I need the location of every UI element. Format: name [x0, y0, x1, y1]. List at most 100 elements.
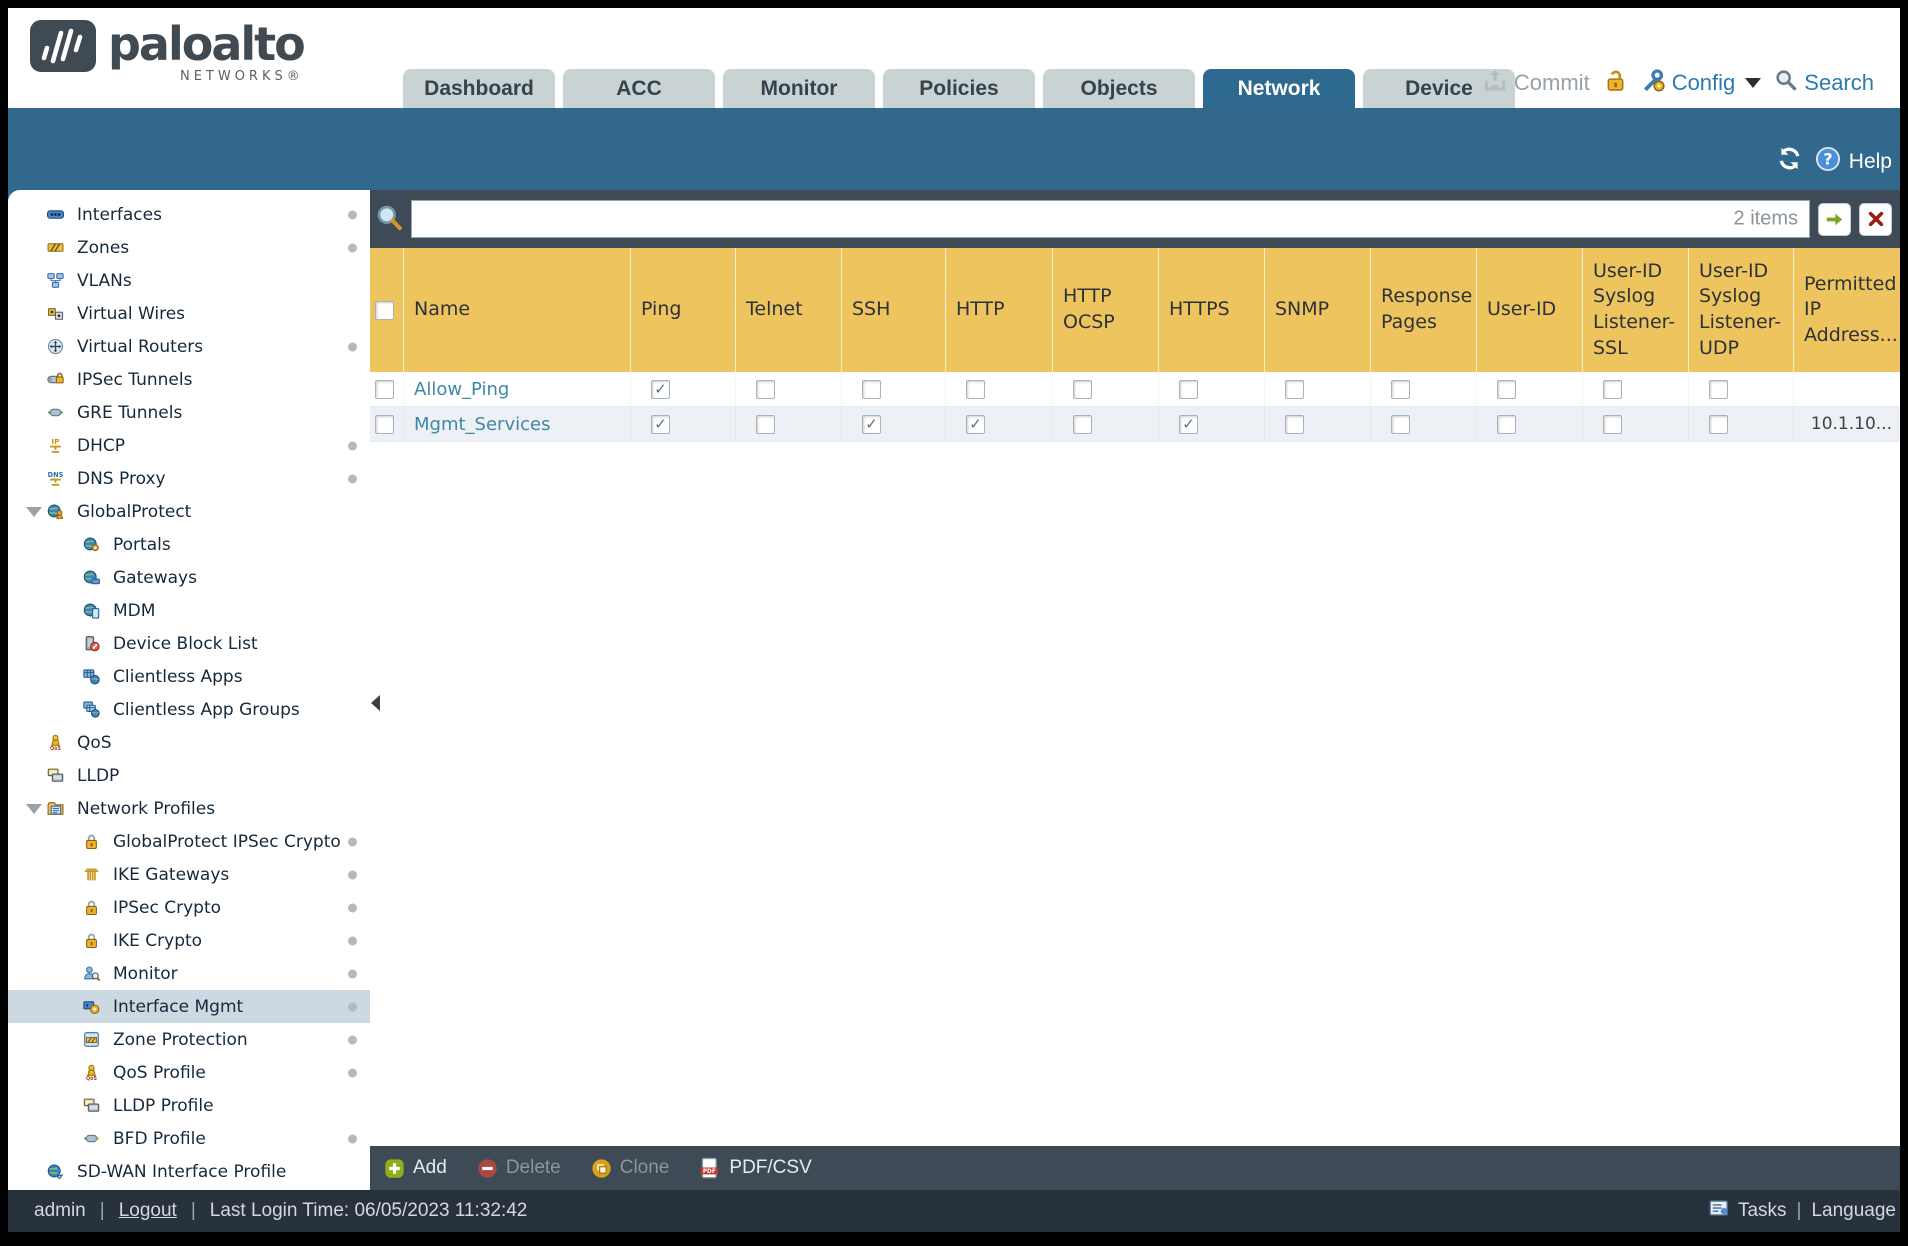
clientless-app-groups-icon [82, 700, 106, 720]
sidebar-item-gre-tunnels[interactable]: GRE Tunnels [8, 396, 370, 429]
service-status-checkbox [1179, 379, 1198, 399]
sidebar-item-ike-gateways[interactable]: IKE Gateways [8, 858, 370, 891]
tab-monitor[interactable]: Monitor [723, 69, 875, 108]
language-button[interactable]: Language [1811, 1200, 1896, 1221]
interface-mgmt-icon [82, 997, 106, 1017]
sidebar-item-label: DNS Proxy [77, 468, 166, 489]
sidebar-item-dhcp[interactable]: IP DHCP [8, 429, 370, 462]
sidebar-item-virtual-routers[interactable]: Virtual Routers [8, 330, 370, 363]
table-empty-area [370, 442, 1900, 1146]
sidebar-item-label: Interface Mgmt [113, 996, 244, 1017]
sidebar-item-bfd-profile[interactable]: BFD Profile [8, 1122, 370, 1155]
sidebar-item-label: QoS [77, 732, 112, 753]
sidebar-collapse-handle[interactable] [371, 695, 380, 711]
sidebar-item-ipsec-crypto[interactable]: IPSec Crypto [8, 891, 370, 924]
lock-open-icon[interactable] [1604, 69, 1627, 98]
sidebar-item-monitor[interactable]: Monitor [8, 957, 370, 990]
cell-response-pages [1371, 407, 1477, 441]
pdf-csv-button[interactable]: PDF PDF/CSV [699, 1157, 812, 1179]
service-status-checkbox [1603, 414, 1622, 434]
sidebar-item-clientless-apps[interactable]: Clientless Apps [8, 660, 370, 693]
sidebar-item-virtual-wires[interactable]: Virtual Wires [8, 297, 370, 330]
sidebar-item-interface-mgmt[interactable]: Interface Mgmt [8, 990, 370, 1023]
row-select-checkbox[interactable] [375, 414, 394, 434]
col-header-response-pages[interactable]: Response Pages [1371, 248, 1477, 372]
col-header-ping[interactable]: Ping [631, 248, 736, 372]
item-indicator-dot [348, 474, 357, 483]
paloalto-logo-icon [30, 20, 96, 76]
sidebar-item-globalprotect[interactable]: GlobalProtect [8, 495, 370, 528]
col-header-name[interactable]: Name [404, 248, 631, 372]
tab-network[interactable]: Network [1203, 69, 1355, 108]
add-button[interactable]: Add [384, 1157, 447, 1179]
service-status-checkbox [966, 379, 985, 399]
sidebar-item-portals[interactable]: Portals [8, 528, 370, 561]
col-header-http-ocsp[interactable]: HTTP OCSP [1053, 248, 1159, 372]
select-all-checkbox[interactable] [375, 300, 394, 320]
sidebar-item-qos[interactable]: QoS QoS [8, 726, 370, 759]
sidebar-item-globalprotect-ipsec-crypto[interactable]: GlobalProtect IPSec Crypto [8, 825, 370, 858]
delete-icon [477, 1158, 498, 1179]
table-header: Name Ping Telnet SSH HTTP HTTP OCSP HTTPS SNMP R… [370, 248, 1900, 372]
sidebar-item-ipsec-tunnels[interactable]: IPSec Tunnels [8, 363, 370, 396]
col-header-permitted-ip-address[interactable]: Permitted IP Address... [1804, 272, 1898, 346]
col-header-user-id-syslog-listener-udp[interactable]: User-ID Syslog Listener-UDP [1689, 248, 1794, 372]
sidebar-item-network-profiles[interactable]: Network Profiles [8, 792, 370, 825]
sidebar-item-clientless-app-groups[interactable]: Clientless App Groups [8, 693, 370, 726]
table-row-mgmt-services: Mgmt_Services ✓ ✓ ✓ ✓ 10.1.10... [370, 407, 1900, 442]
sidebar-item-interfaces[interactable]: Interfaces [8, 198, 370, 231]
sidebar-item-ike-crypto[interactable]: IKE Crypto [8, 924, 370, 957]
sidebar-item-mdm[interactable]: MDM [8, 594, 370, 627]
col-header-user-id[interactable]: User-ID [1477, 248, 1583, 372]
sidebar-item-lldp-profile[interactable]: LLDP Profile [8, 1089, 370, 1122]
col-header-telnet[interactable]: Telnet [736, 248, 842, 372]
clone-button[interactable]: Clone [591, 1157, 669, 1179]
sidebar-item-zone-protection[interactable]: Zone Protection [8, 1023, 370, 1056]
lock-icon [82, 832, 106, 852]
tab-policies[interactable]: Policies [883, 69, 1035, 108]
tasks-button[interactable]: Tasks [1708, 1198, 1787, 1224]
sidebar-item-label: GRE Tunnels [77, 402, 183, 423]
tab-dashboard[interactable]: Dashboard [403, 69, 555, 108]
search-button[interactable]: Search [1775, 69, 1874, 97]
cell-user-id-syslog-listener-udp [1689, 407, 1794, 441]
service-status-checkbox [1285, 414, 1304, 434]
row-select-checkbox[interactable] [375, 379, 394, 399]
col-header-https[interactable]: HTTPS [1159, 248, 1265, 372]
tab-objects[interactable]: Objects [1043, 69, 1195, 108]
profile-name-link[interactable]: Allow_Ping [414, 378, 510, 400]
sidebar-item-sd-wan-interface-profile[interactable]: SD-WAN Interface Profile [8, 1155, 370, 1188]
config-menu[interactable]: Config [1641, 68, 1762, 98]
refresh-icon[interactable] [1776, 145, 1803, 178]
col-header-snmp[interactable]: SNMP [1265, 248, 1371, 372]
col-header-ssh[interactable]: SSH [842, 248, 946, 372]
sidebar-item-vlans[interactable]: VLANs [8, 264, 370, 297]
lock-icon [82, 898, 106, 918]
apply-filter-button[interactable] [1818, 202, 1851, 236]
gre-tunnels-icon [46, 403, 70, 423]
delete-button[interactable]: Delete [477, 1157, 561, 1179]
expander-triangle-icon[interactable] [22, 506, 46, 517]
sidebar-item-label: IPSec Tunnels [77, 369, 193, 390]
service-status-checkbox [1603, 379, 1622, 399]
col-header-http[interactable]: HTTP [946, 248, 1053, 372]
clear-filter-button[interactable] [1859, 202, 1892, 236]
commit-button[interactable]: Commit [1483, 68, 1590, 98]
add-icon [384, 1158, 405, 1179]
footer-bar: admin | Logout | Last Login Time: 06/05/… [8, 1190, 1900, 1232]
sidebar-item-qos-profile[interactable]: QoS QoS Profile [8, 1056, 370, 1089]
col-header-user-id-syslog-listener-ssl[interactable]: User-ID Syslog Listener-SSL [1583, 248, 1689, 372]
help-link[interactable]: ? Help [1815, 146, 1892, 178]
sidebar-item-device-block-list[interactable]: Device Block List [8, 627, 370, 660]
sidebar-item-label: IPSec Crypto [113, 897, 222, 918]
filter-input[interactable] [411, 200, 1810, 238]
logout-link[interactable]: Logout [118, 1200, 177, 1221]
profile-name-link[interactable]: Mgmt_Services [414, 413, 551, 435]
sidebar-item-dns-proxy[interactable]: DNS DNS Proxy [8, 462, 370, 495]
last-login-time: Last Login Time: 06/05/2023 11:32:42 [209, 1200, 528, 1221]
sidebar-item-zones[interactable]: Zones [8, 231, 370, 264]
sidebar-item-lldp[interactable]: LLDP [8, 759, 370, 792]
expander-triangle-icon[interactable] [22, 803, 46, 814]
tab-acc[interactable]: ACC [563, 69, 715, 108]
sidebar-item-gateways[interactable]: Gateways [8, 561, 370, 594]
